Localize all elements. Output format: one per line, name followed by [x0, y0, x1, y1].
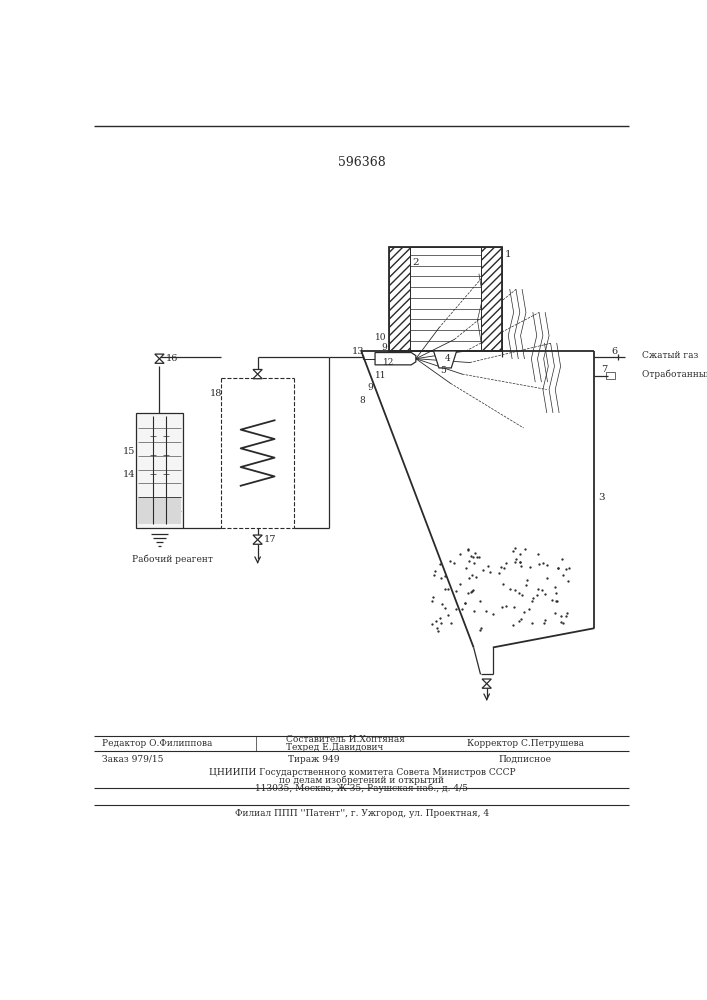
Text: 15: 15 [122, 447, 135, 456]
Text: 5: 5 [440, 366, 446, 375]
Text: 18: 18 [210, 389, 223, 398]
Text: Заказ 979/15: Заказ 979/15 [102, 755, 163, 764]
Text: 9: 9 [381, 343, 387, 352]
Bar [138, 497, 181, 524]
Polygon shape [253, 540, 262, 544]
Text: Сжатый газ: Сжатый газ [642, 351, 699, 360]
Text: ЦНИИПИ Государственного комитета Совета Министров СССР: ЦНИИПИ Государственного комитета Совета … [209, 768, 515, 777]
Text: 2: 2 [413, 258, 419, 267]
Text: Тираж 949: Тираж 949 [288, 755, 339, 764]
Text: Подписное: Подписное [498, 755, 551, 764]
Text: 8: 8 [360, 396, 366, 405]
Text: Техред Е.Давидович: Техред Е.Давидович [286, 743, 384, 752]
Text: Составитель И.Хоптяная: Составитель И.Хоптяная [286, 735, 405, 744]
Text: 17: 17 [264, 535, 276, 544]
Text: Рабочий реагент: Рабочий реагент [132, 554, 214, 564]
Text: Редактор О.Филиппова: Редактор О.Филиппова [102, 739, 212, 748]
Polygon shape [482, 679, 491, 684]
Text: 13: 13 [352, 347, 364, 356]
Text: 14: 14 [122, 470, 135, 479]
Text: 7: 7 [601, 365, 607, 374]
Bar [389, 247, 411, 351]
Text: 16: 16 [165, 354, 178, 363]
Text: 113035, Москва, Ж-35, Раушская наб., д. 4/5: 113035, Москва, Ж-35, Раушская наб., д. … [255, 784, 469, 793]
Text: 596368: 596368 [338, 156, 386, 169]
Bar [481, 247, 502, 351]
Polygon shape [482, 684, 491, 688]
Text: 4: 4 [444, 354, 450, 363]
Bar [136, 413, 182, 528]
Polygon shape [433, 351, 457, 368]
Text: 11: 11 [375, 371, 387, 380]
Text: Отработанный га: Отработанный га [642, 369, 707, 379]
Polygon shape [253, 369, 262, 374]
Polygon shape [155, 359, 164, 363]
Bar [411, 247, 481, 351]
Polygon shape [253, 374, 262, 379]
Text: 3: 3 [598, 493, 605, 502]
Text: Филиал ППП ''Патент'', г. Ужгород, ул. Проектная, 4: Филиал ППП ''Патент'', г. Ужгород, ул. П… [235, 809, 489, 818]
Bar [606, 372, 615, 379]
Text: 1: 1 [506, 250, 512, 259]
Text: по делам изобретений и открытий: по делам изобретений и открытий [279, 776, 445, 785]
Polygon shape [253, 535, 262, 540]
Polygon shape [155, 354, 164, 359]
Bar [389, 247, 502, 351]
Text: 9: 9 [368, 383, 373, 392]
Text: 10: 10 [375, 333, 387, 342]
Text: 12: 12 [382, 358, 394, 367]
Polygon shape [375, 353, 416, 365]
Text: 6: 6 [612, 347, 617, 356]
Text: Корректор С.Петрушева: Корректор С.Петрушева [467, 739, 585, 748]
